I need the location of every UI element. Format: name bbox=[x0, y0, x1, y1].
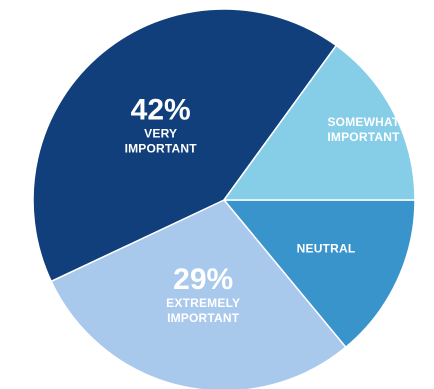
pct-label: 29% bbox=[173, 263, 233, 296]
slice-label: IMPORTANT bbox=[167, 311, 240, 325]
pct-label: 42% bbox=[131, 94, 191, 127]
pie-slice-neutral bbox=[222, 199, 416, 349]
slice-label: VERY bbox=[144, 127, 177, 141]
slice-label: IMPORTANT bbox=[125, 142, 198, 156]
slice-label: NEUTRAL bbox=[297, 242, 356, 256]
pie-slices bbox=[32, 8, 416, 389]
slice-label: SOMEWHAT bbox=[327, 115, 400, 129]
slice-label: EXTREMELY bbox=[166, 296, 240, 310]
pie-slice-very-important bbox=[32, 8, 338, 283]
slice-label: IMPORTANT bbox=[327, 130, 400, 144]
pie-slice-somewhat-important bbox=[222, 44, 416, 201]
pie-labels: NEUTRAL29%EXTREMELYIMPORTANT42%VERYIMPOR… bbox=[125, 94, 400, 326]
